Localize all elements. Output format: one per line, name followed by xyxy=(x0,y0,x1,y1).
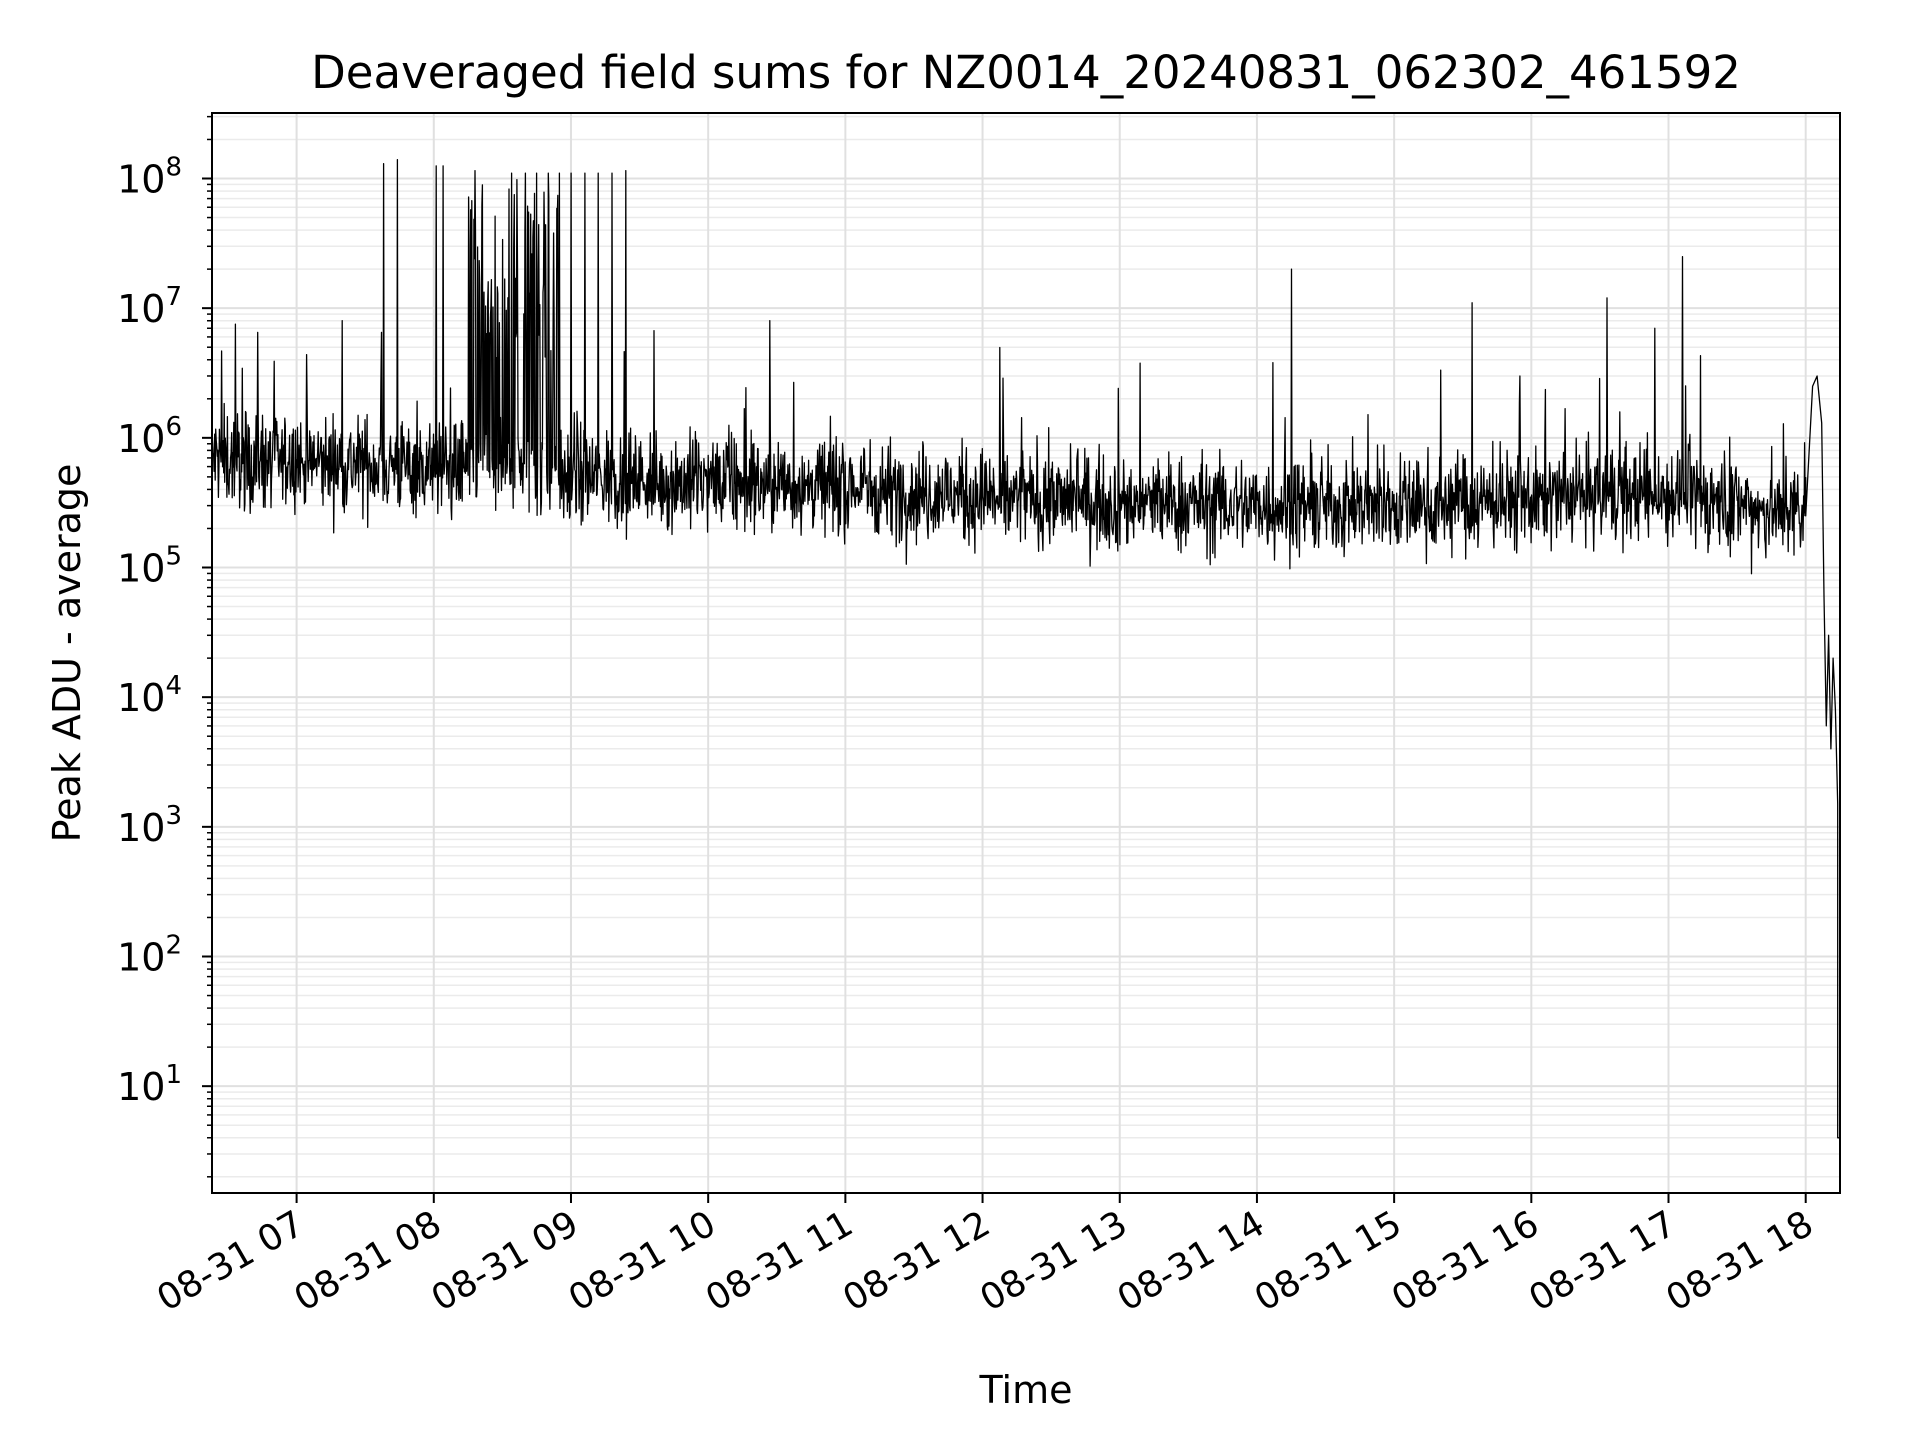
y-tick-label: 104 xyxy=(117,671,182,720)
y-tick-exponent: 4 xyxy=(165,671,182,701)
chart-title: Deaveraged field sums for NZ0014_2024083… xyxy=(311,46,1741,99)
y-tick-label: 103 xyxy=(117,801,182,850)
x-tick-label: 08-31 12 xyxy=(836,1203,997,1319)
y-tick-base: 10 xyxy=(117,287,165,331)
grid-layer xyxy=(212,113,1840,1193)
y-tick-label: 105 xyxy=(117,542,182,591)
series-layer xyxy=(211,158,1840,1139)
y-tick-label: 106 xyxy=(117,412,182,461)
x-tick-label: 08-31 16 xyxy=(1385,1203,1546,1319)
x-tick-label: 08-31 08 xyxy=(288,1203,449,1319)
y-tick-base: 10 xyxy=(117,936,165,980)
series-line xyxy=(211,158,1840,1139)
y-tick-base: 10 xyxy=(117,806,165,850)
y-tick-label: 108 xyxy=(117,153,182,202)
y-tick-label: 102 xyxy=(117,931,182,980)
y-tick-exponent: 3 xyxy=(165,801,182,831)
y-tick-exponent: 2 xyxy=(165,931,182,961)
x-tick-label: 08-31 07 xyxy=(150,1203,311,1319)
x-tick-label: 08-31 11 xyxy=(699,1203,860,1319)
y-tick-base: 10 xyxy=(117,547,165,591)
x-tick-label: 08-31 09 xyxy=(425,1203,586,1319)
y-tick-exponent: 6 xyxy=(165,412,182,442)
x-axis-label: Time xyxy=(979,1368,1073,1412)
y-tick-exponent: 7 xyxy=(165,282,182,312)
y-tick-base: 10 xyxy=(117,158,165,202)
x-tick-label: 08-31 13 xyxy=(974,1203,1135,1319)
x-tick-label: 08-31 14 xyxy=(1111,1203,1272,1319)
y-tick-label: 107 xyxy=(117,282,182,331)
y-tick-exponent: 1 xyxy=(165,1060,182,1090)
plot-frame xyxy=(211,112,1841,1194)
y-axis-label: Peak ADU - average xyxy=(45,464,89,843)
y-tick-base: 10 xyxy=(117,1065,165,1109)
x-tick-label: 08-31 18 xyxy=(1660,1203,1821,1319)
y-tick-label: 101 xyxy=(117,1060,182,1109)
x-tick-label: 08-31 17 xyxy=(1522,1203,1683,1319)
x-tick-label: 08-31 15 xyxy=(1248,1203,1409,1319)
y-tick-base: 10 xyxy=(117,676,165,720)
y-tick-base: 10 xyxy=(117,417,165,461)
x-tick-label: 08-31 10 xyxy=(562,1203,723,1319)
y-tick-exponent: 8 xyxy=(165,153,182,183)
y-tick-exponent: 5 xyxy=(165,542,182,572)
